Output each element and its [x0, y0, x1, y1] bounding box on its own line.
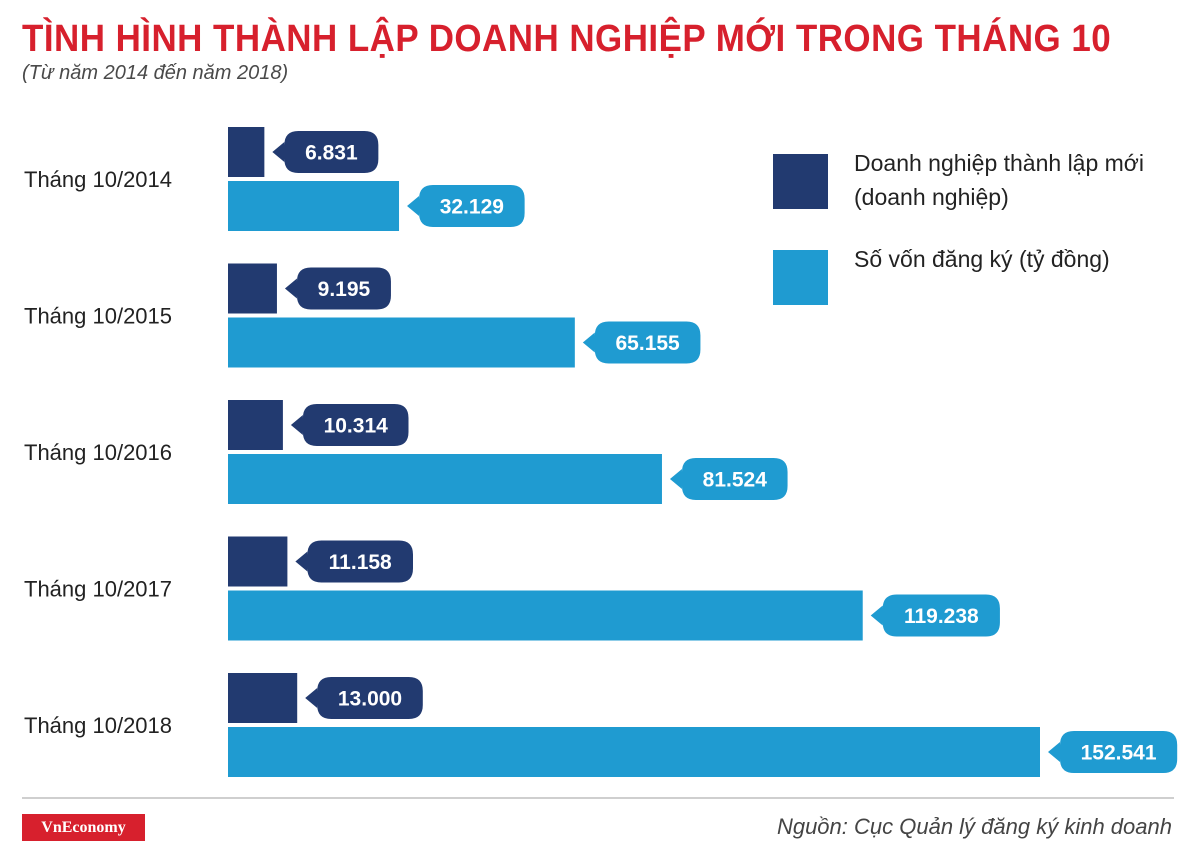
legend-label-registered-capital: Số vốn đăng ký (tỷ đồng): [854, 246, 1110, 272]
bar-new-businesses: [228, 263, 277, 314]
data-label-new-businesses: 10.314: [324, 415, 389, 438]
legend-item-new-businesses: Doanh nghiệp thành lập mới (doanh nghiệp…: [773, 146, 1184, 214]
data-label-new-businesses: 11.158: [329, 551, 392, 574]
category-label: Tháng 10/2015: [24, 304, 172, 329]
brand-logo: VnEconomy: [22, 814, 145, 841]
bar-chart: Tháng 10/2014 6.831 32.129 Tháng 10/2015 9.1…: [24, 127, 1178, 777]
bar-new-businesses: [228, 673, 298, 723]
legend-label-new-businesses: Doanh nghiệp thành lập mới (doanh nghiệp…: [854, 150, 1145, 210]
callout-registered-capital: [407, 185, 525, 227]
bar-registered-capital: [228, 454, 662, 504]
data-label-new-businesses: 6.831: [305, 142, 358, 165]
callout-registered-capital: [582, 321, 701, 364]
data-label-new-businesses: 9.195: [318, 278, 371, 301]
legend-swatch-new-businesses: [773, 154, 828, 209]
data-label-registered-capital: 119.238: [904, 605, 979, 628]
data-label-registered-capital: 81.524: [703, 469, 768, 492]
callout-new-businesses: [305, 677, 423, 719]
chart-title: TÌNH HÌNH THÀNH LẬP DOANH NGHIỆP MỚI TRO…: [22, 18, 1112, 60]
bar-registered-capital: [228, 590, 863, 641]
bar-registered-capital: [228, 317, 575, 368]
category-label: Tháng 10/2018: [24, 713, 172, 738]
chart-subtitle: (Từ năm 2014 đến năm 2018): [22, 62, 289, 84]
bar-new-businesses: [228, 400, 283, 450]
legend-item-registered-capital: Số vốn đăng ký (tỷ đồng): [773, 242, 1184, 305]
callout-new-businesses: [284, 267, 391, 310]
data-label-registered-capital: 65.155: [616, 332, 681, 355]
legend: Doanh nghiệp thành lập mới (doanh nghiệp…: [773, 146, 1184, 333]
callout-registered-capital: [870, 594, 1000, 637]
legend-swatch-registered-capital: [773, 250, 828, 305]
data-label-new-businesses: 13.000: [338, 688, 402, 711]
category-label: Tháng 10/2017: [24, 577, 172, 602]
callout-new-businesses: [295, 540, 413, 583]
footer-divider: [22, 797, 1174, 799]
callout-new-businesses: [290, 404, 409, 446]
bar-new-businesses: [228, 127, 265, 177]
bar-registered-capital: [228, 727, 1040, 777]
callout-registered-capital: [669, 458, 788, 500]
category-label: Tháng 10/2016: [24, 440, 172, 465]
data-label-registered-capital: 152.541: [1081, 742, 1157, 765]
bar-registered-capital: [228, 181, 400, 231]
source-note: Nguồn: Cục Quản lý đăng ký kinh doanh: [776, 814, 1172, 839]
callout-registered-capital: [1048, 731, 1178, 773]
callout-new-businesses: [272, 131, 379, 173]
category-label: Tháng 10/2014: [24, 167, 172, 192]
bar-new-businesses: [228, 536, 288, 587]
data-label-registered-capital: 32.129: [440, 196, 504, 219]
